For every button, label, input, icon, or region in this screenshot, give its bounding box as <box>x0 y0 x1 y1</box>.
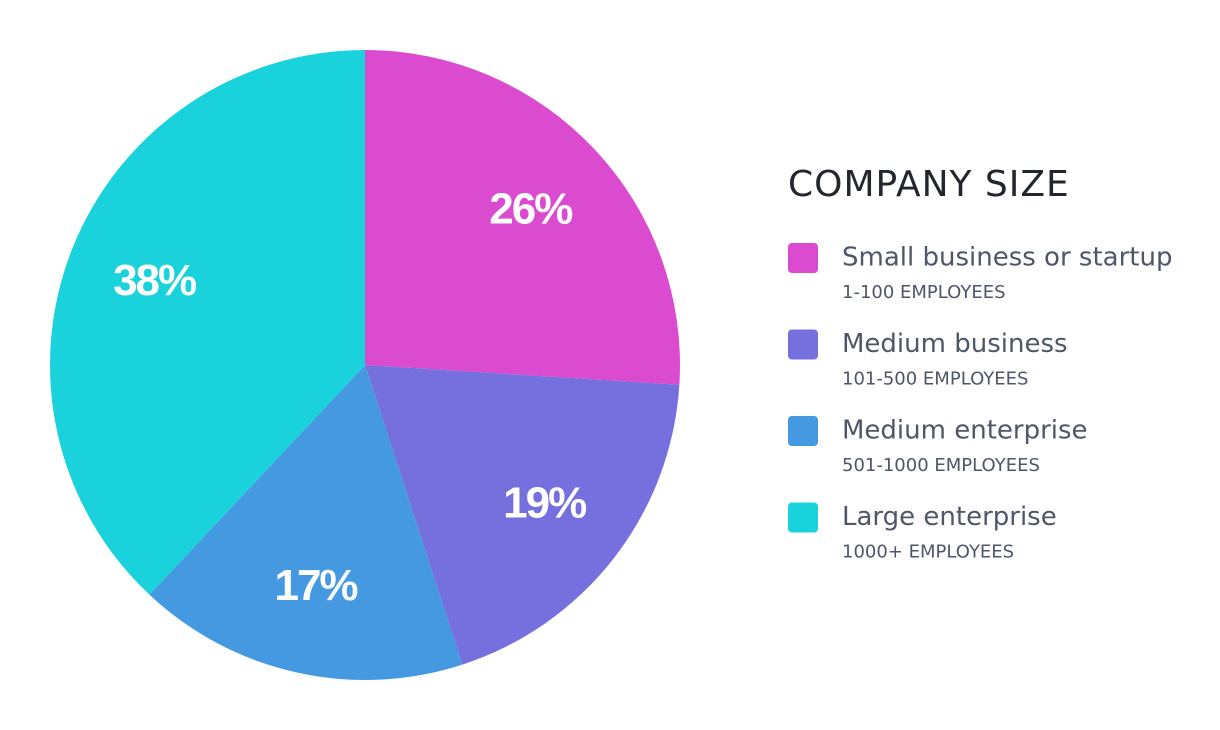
pie-slice <box>365 50 680 385</box>
pie-slice <box>149 365 463 680</box>
legend-label: Medium business <box>842 329 1068 359</box>
pie-slice <box>365 365 680 665</box>
legend-swatch <box>788 243 818 273</box>
legend-description: 101-500 EMPLOYEES <box>842 369 1028 390</box>
legend-description: 501-1000 EMPLOYEES <box>842 455 1040 476</box>
legend-title: COMPANY SIZE <box>788 164 1070 205</box>
value-label: 17% <box>274 561 357 610</box>
legend-swatch <box>788 502 818 533</box>
value-label: 38% <box>113 256 196 305</box>
legend-label: Medium enterprise <box>842 416 1088 446</box>
value-label: 26% <box>489 184 572 233</box>
legend-label: Small business or startup <box>842 243 1172 273</box>
legend-description: 1000+ EMPLOYEES <box>842 542 1014 563</box>
legend-swatch <box>788 329 818 360</box>
legend-swatch <box>788 416 818 446</box>
pie-slice <box>50 50 365 595</box>
legend-label: Large enterprise <box>842 502 1057 532</box>
legend-description: 1-100 EMPLOYEES <box>842 282 1006 303</box>
value-label: 19% <box>503 479 586 528</box>
